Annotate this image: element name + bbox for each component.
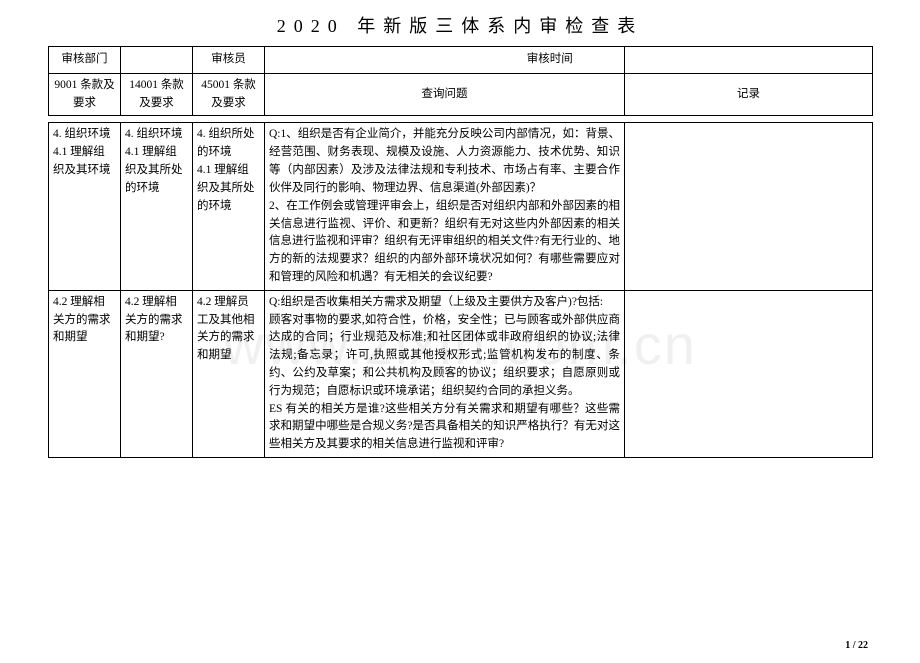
dept-label: 审核部门: [49, 47, 121, 74]
cell-45001: 4. 组织所处的环境4.1 理解组织及其所处的环境: [193, 123, 265, 290]
cell-9001: 4. 组织环境4.1 理解组织及其环境: [49, 123, 121, 290]
col-question: 查询问题: [265, 73, 625, 116]
dept-value: [121, 47, 193, 74]
page-title: 2020 年新版三体系内审检查表: [0, 12, 920, 38]
time-label: 审核时间: [527, 53, 573, 65]
header-info-row: 审核部门 审核员 审核时间: [49, 47, 873, 74]
header-columns-row: 9001 条款及要求 14001 条款及要求 45001 条款及要求 查询问题 …: [49, 73, 873, 116]
cell-question: Q:1、组织是否有企业简介，并能充分反映公司内部情况，如：背景、经营范围、财务表…: [265, 123, 625, 290]
col-45001: 45001 条款及要求: [193, 73, 265, 116]
body-table: 4. 组织环境4.1 理解组织及其环境 4. 组织环境4.1 理解组织及其所处的…: [48, 122, 873, 458]
col-record: 记录: [625, 73, 873, 116]
auditor-label: 审核员: [193, 47, 265, 74]
audit-table-wrap: 审核部门 审核员 审核时间 9001 条款及要求 14001 条款及要求 450…: [48, 46, 872, 458]
table-row: 4. 组织环境4.1 理解组织及其环境 4. 组织环境4.1 理解组织及其所处的…: [49, 123, 873, 290]
auditor-time-cell: 审核时间: [265, 47, 625, 74]
cell-45001: 4.2 理解员工及其他相关方的需求和期望: [193, 290, 265, 457]
table-row: 4.2 理解相关方的需求和期望 4.2 理解相关方的需求和期望? 4.2 理解员…: [49, 290, 873, 457]
cell-question: Q:组织是否收集相关方需求及期望（上级及主要供方及客户)?包括:顾客对事物的要求…: [265, 290, 625, 457]
audit-table: 审核部门 审核员 审核时间 9001 条款及要求 14001 条款及要求 450…: [48, 46, 873, 116]
page-number: 1 / 22: [845, 640, 868, 651]
cell-record: [625, 123, 873, 290]
col-14001: 14001 条款及要求: [121, 73, 193, 116]
cell-14001: 4. 组织环境4.1 理解组织及其所处的环境: [121, 123, 193, 290]
col-9001: 9001 条款及要求: [49, 73, 121, 116]
cell-9001: 4.2 理解相关方的需求和期望: [49, 290, 121, 457]
cell-14001: 4.2 理解相关方的需求和期望?: [121, 290, 193, 457]
cell-record: [625, 290, 873, 457]
time-value: [625, 47, 873, 74]
